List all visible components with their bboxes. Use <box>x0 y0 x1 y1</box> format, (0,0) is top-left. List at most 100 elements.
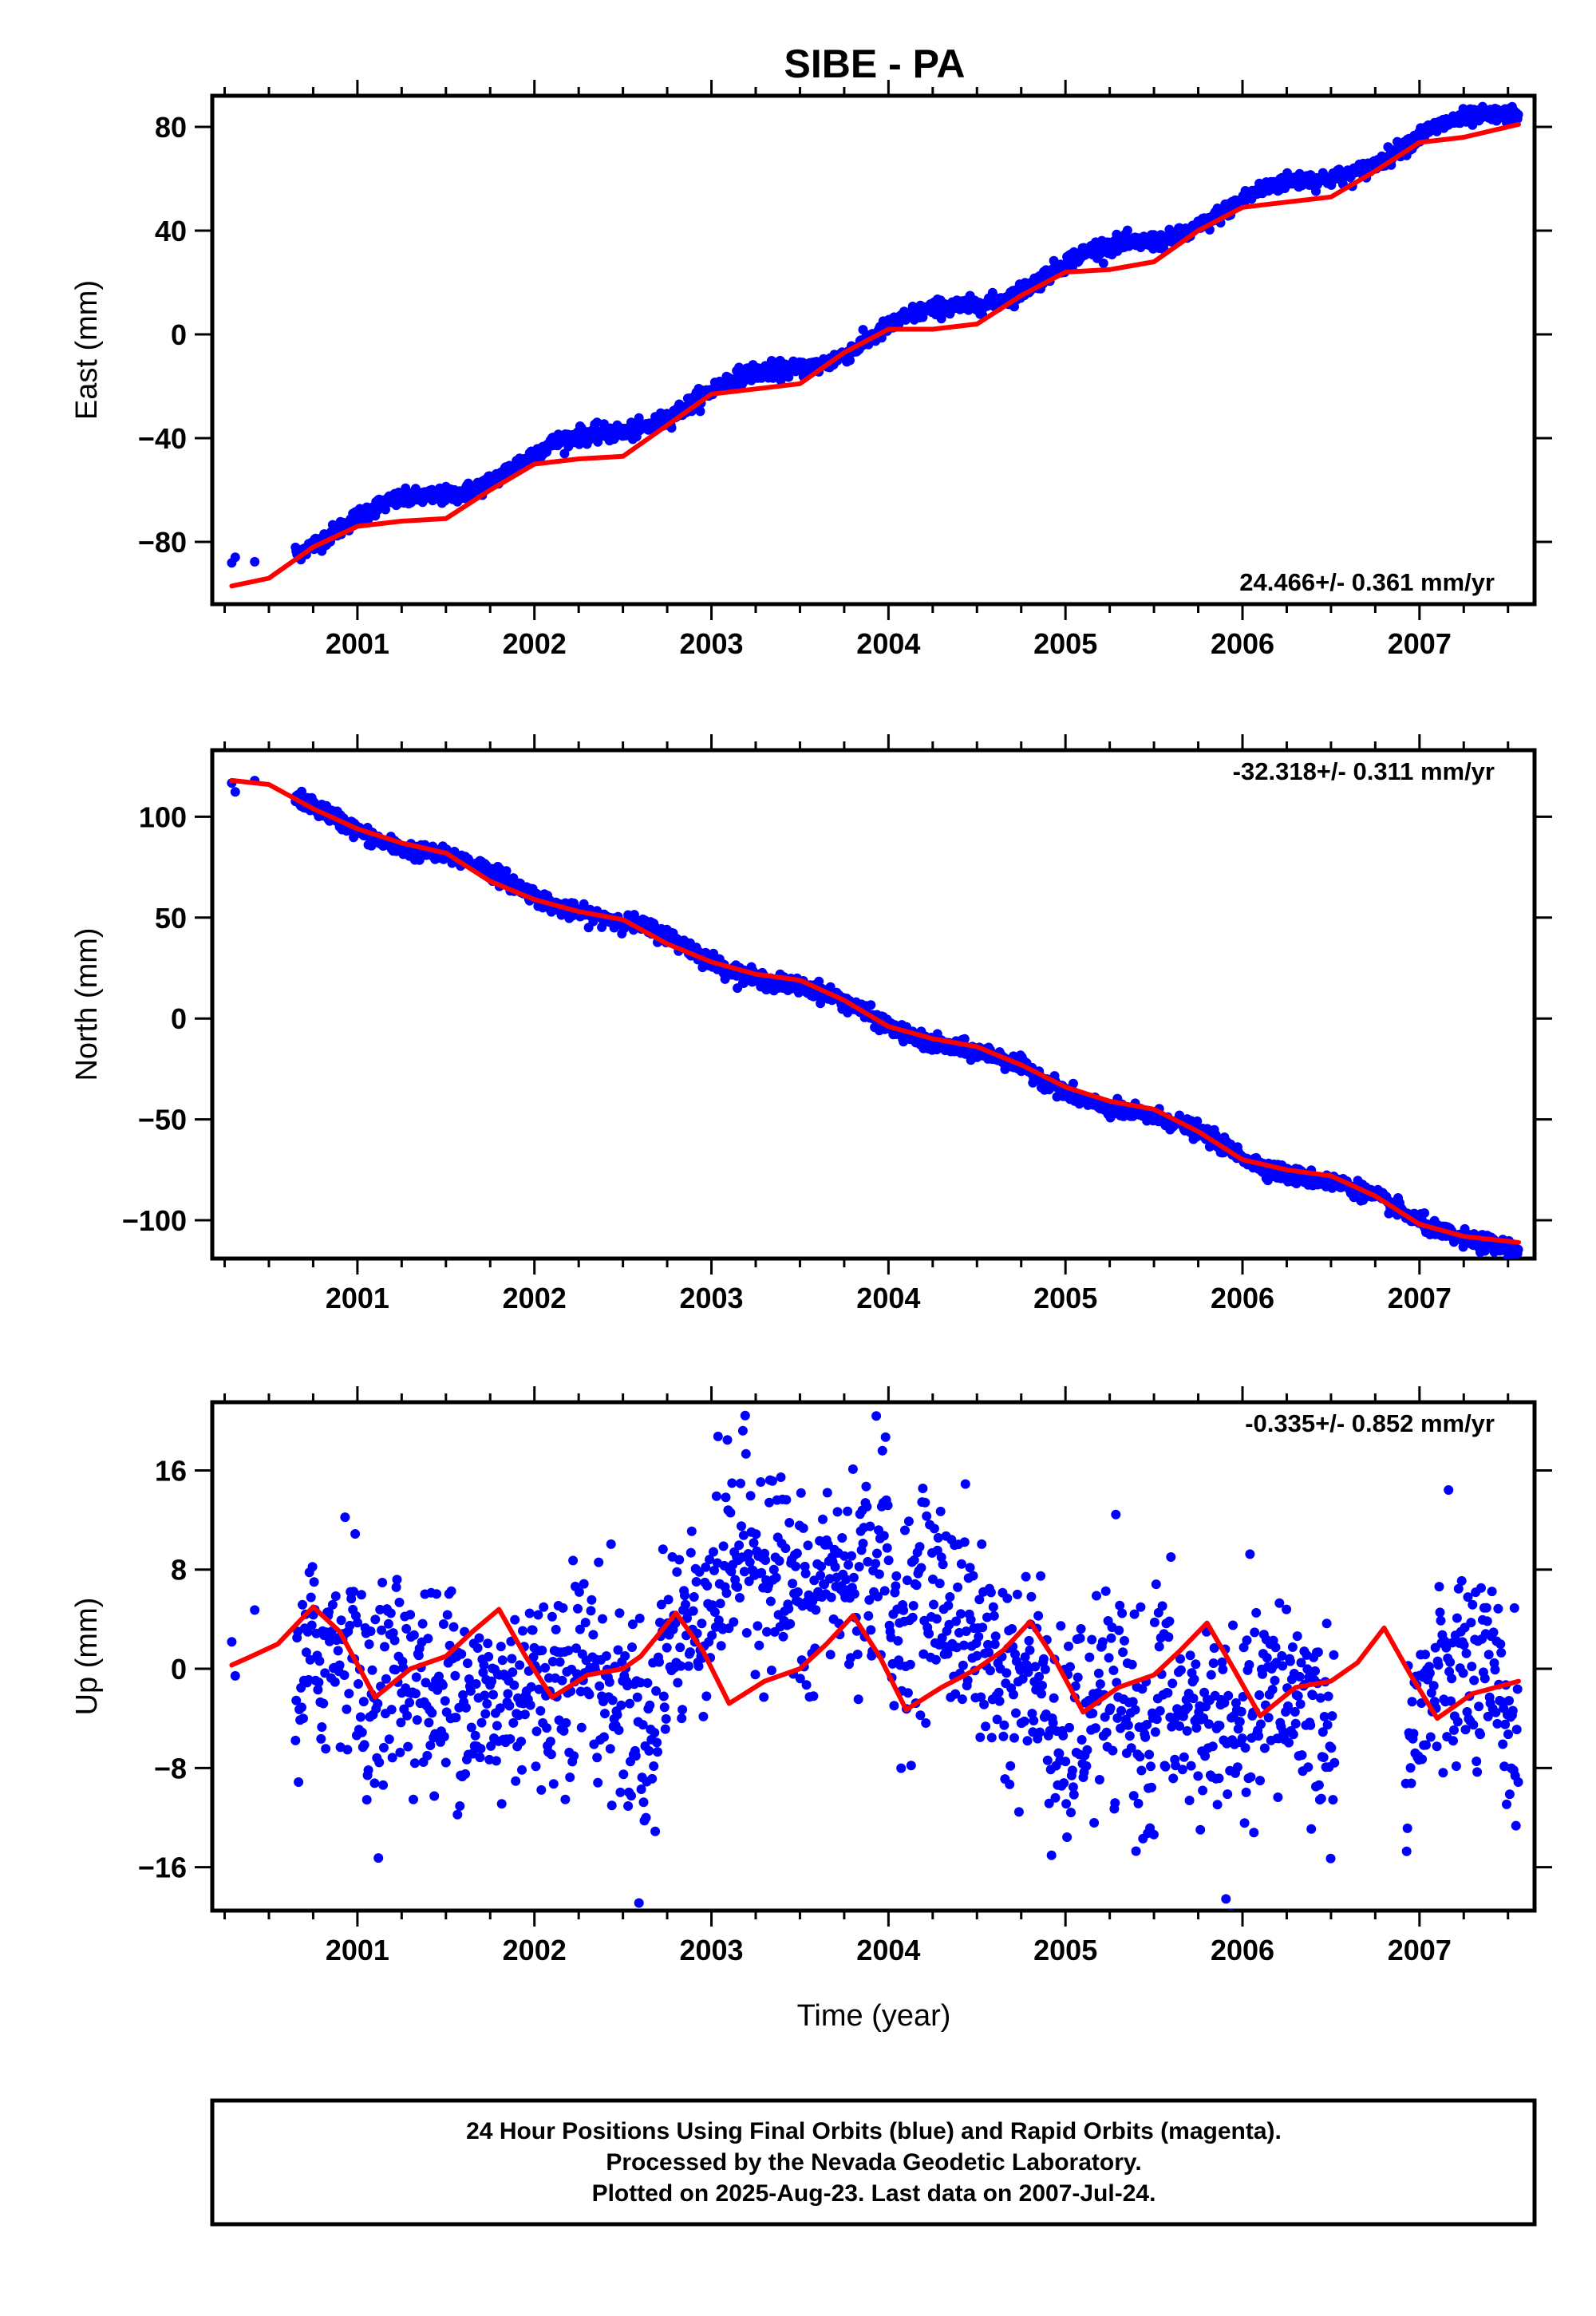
up-data-point <box>424 1717 434 1728</box>
up-data-point <box>725 1508 736 1518</box>
up-data-point <box>250 1605 260 1615</box>
up-data-point <box>680 1591 689 1601</box>
up-data-point <box>999 1720 1009 1730</box>
up-data-point <box>1428 1681 1439 1691</box>
up-data-point <box>1101 1727 1112 1737</box>
up-data-point <box>1241 1787 1251 1797</box>
up-data-point <box>491 1756 501 1766</box>
up-data-point <box>1128 1791 1139 1801</box>
up-data-point <box>1013 1807 1024 1817</box>
up-data-point <box>871 1411 882 1421</box>
up-data-point <box>1500 1719 1511 1729</box>
up-data-point <box>984 1647 994 1658</box>
east-model-curve <box>229 121 1521 589</box>
up-data-point <box>1215 1721 1225 1731</box>
up-data-point <box>1232 1762 1242 1773</box>
up-ytick-label: 8 <box>171 1554 187 1587</box>
up-data-point <box>957 1694 967 1705</box>
up-data-point <box>1488 1627 1499 1638</box>
up-data-point <box>929 1599 938 1610</box>
up-data-point <box>1195 1824 1206 1835</box>
up-data-point <box>837 1533 847 1543</box>
up-data-point <box>1042 1755 1053 1765</box>
up-data-point <box>642 1678 653 1688</box>
up-data-point <box>733 1582 743 1592</box>
up-data-point <box>605 1744 615 1754</box>
footer-line-2: Processed by the Nevada Geodetic Laborat… <box>606 2149 1141 2176</box>
up-data-point <box>565 1773 575 1782</box>
up-data-point <box>862 1501 872 1512</box>
up-data-point <box>507 1654 517 1664</box>
north-ytick-label: 0 <box>171 1002 187 1035</box>
up-data-point <box>1512 1684 1523 1694</box>
up-data-point <box>1513 1777 1523 1787</box>
east-ytick-label: 80 <box>155 111 187 144</box>
north-rate-label: -32.318+/- 0.311 mm/yr <box>1233 757 1495 785</box>
up-data-point <box>883 1555 894 1566</box>
up-data-point <box>1001 1668 1012 1678</box>
up-data-point <box>411 1672 421 1682</box>
up-data-point <box>825 1650 836 1660</box>
up-data-point <box>548 1779 559 1789</box>
north-xtick-label: 2004 <box>856 1282 920 1314</box>
up-data-point <box>584 1690 595 1700</box>
up-data-point <box>675 1642 685 1653</box>
up-data-point <box>877 1445 887 1456</box>
up-data-point <box>649 1761 659 1771</box>
up-data-point <box>361 1795 372 1805</box>
up-data-point <box>417 1618 428 1629</box>
up-data-point <box>306 1592 316 1603</box>
up-data-point <box>1108 1666 1119 1675</box>
up-data-point <box>1290 1718 1301 1729</box>
up-data-point <box>1469 1675 1479 1686</box>
up-data-point <box>1449 1725 1459 1735</box>
up-data-point <box>517 1765 527 1775</box>
up-data-point <box>495 1703 505 1713</box>
up-data-point <box>466 1722 476 1733</box>
up-data-point <box>303 1674 314 1685</box>
up-data-point <box>1062 1832 1073 1842</box>
up-data-point <box>1267 1685 1278 1695</box>
up-data-point <box>440 1757 451 1768</box>
up-data-point <box>650 1728 660 1738</box>
up-data-point <box>994 1696 1005 1706</box>
up-data-point <box>1511 1725 1522 1735</box>
up-data-point <box>774 1555 784 1566</box>
up-data-point <box>576 1722 587 1733</box>
up-rate-label: -0.335+/- 0.852 mm/yr <box>1245 1409 1495 1437</box>
up-data-point <box>1027 1709 1037 1719</box>
up-data-point <box>563 1646 574 1656</box>
up-data-point <box>1316 1793 1326 1804</box>
up-data-point <box>1059 1778 1069 1788</box>
up-data-point <box>1287 1642 1298 1652</box>
up-data-point <box>484 1651 494 1662</box>
up-data-point <box>496 1642 506 1652</box>
up-data-point <box>330 1677 340 1687</box>
up-data-point <box>539 1602 549 1612</box>
up-data-point <box>1445 1657 1456 1667</box>
up-data-point <box>375 1604 385 1614</box>
up-data-point <box>978 1622 988 1633</box>
up-data-point <box>768 1564 779 1575</box>
up-data-point <box>713 1431 723 1441</box>
north-data-point <box>866 1000 876 1010</box>
up-data-point <box>1503 1729 1513 1740</box>
up-data-point <box>974 1595 985 1605</box>
up-data-point <box>377 1625 387 1635</box>
up-data-point <box>480 1690 490 1701</box>
up-data-point <box>1467 1662 1477 1672</box>
up-data-point <box>1175 1654 1185 1664</box>
up-data-point <box>636 1784 646 1794</box>
up-data-point <box>1254 1690 1265 1700</box>
up-data-point <box>1184 1796 1195 1805</box>
up-data-point <box>670 1618 681 1628</box>
up-data-point <box>1284 1737 1294 1748</box>
up-data-point <box>1504 1696 1514 1705</box>
up-data-point <box>677 1713 687 1724</box>
up-data-point <box>1293 1691 1303 1701</box>
up-data-point <box>644 1745 654 1756</box>
up-data-point <box>1452 1613 1462 1623</box>
up-data-point <box>1058 1730 1069 1741</box>
up-data-point <box>1021 1571 1031 1582</box>
up-data-point <box>486 1741 496 1751</box>
